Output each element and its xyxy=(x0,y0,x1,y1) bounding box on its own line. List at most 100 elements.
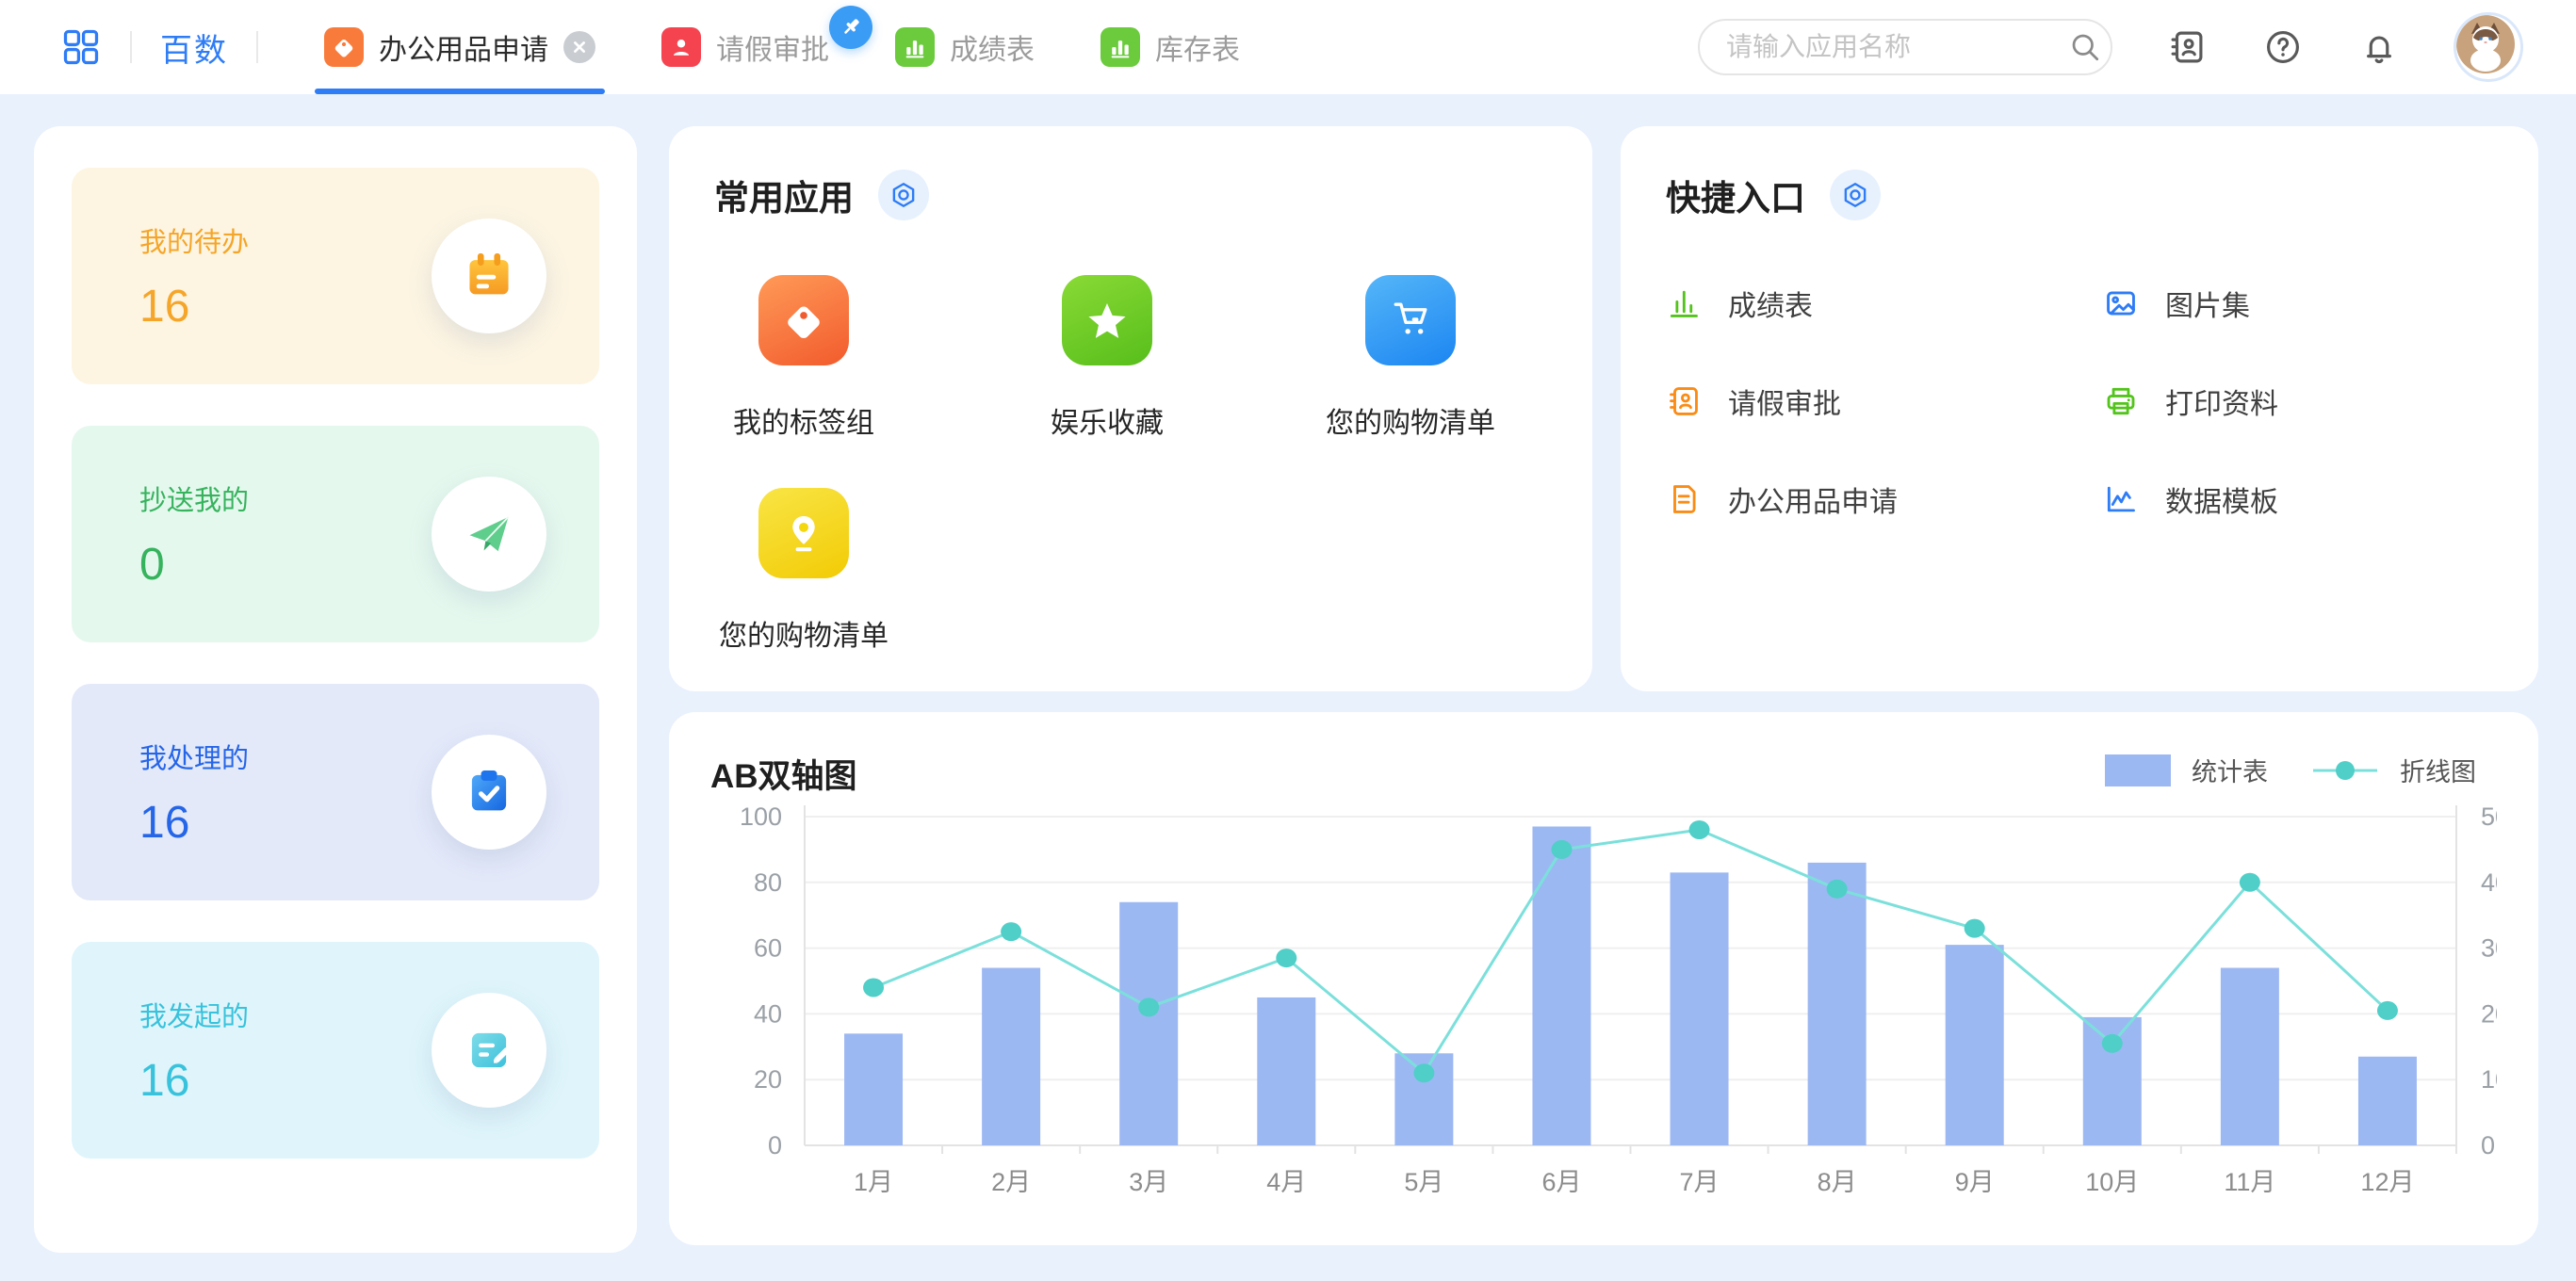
paper-plane-icon xyxy=(432,477,546,592)
document-icon xyxy=(1666,481,1702,517)
quick-entry-item-4[interactable]: 办公用品申请 xyxy=(1666,478,2103,520)
legend-item-line[interactable]: 折线图 xyxy=(2311,752,2476,788)
chart-tab-icon xyxy=(895,27,935,67)
svg-text:3月: 3月 xyxy=(1129,1168,1168,1196)
help-icon[interactable] xyxy=(2263,27,2303,67)
svg-text:7月: 7月 xyxy=(1680,1168,1720,1196)
chart-tab-icon xyxy=(1101,27,1140,67)
tag-icon xyxy=(758,275,849,365)
line-legend-symbol xyxy=(2311,754,2379,786)
search-input[interactable] xyxy=(1724,31,2068,63)
chart-legend: 统计表 折线图 xyxy=(2105,752,2476,788)
stat-text: 抄送我的 0 xyxy=(139,478,249,591)
stat-card-3[interactable]: 我发起的 16 xyxy=(72,942,599,1159)
svg-text:0: 0 xyxy=(768,1131,782,1159)
quick-entry-label: 图片集 xyxy=(2165,291,2250,322)
svg-text:50: 50 xyxy=(2481,803,2497,831)
svg-text:40: 40 xyxy=(2481,868,2497,897)
svg-text:20: 20 xyxy=(2481,999,2497,1028)
user-avatar[interactable] xyxy=(2454,12,2523,82)
gear-icon[interactable] xyxy=(878,170,929,220)
legend-item-bar[interactable]: 统计表 xyxy=(2105,752,2268,788)
quick-entry-item-0[interactable]: 成绩表 xyxy=(1666,283,2103,324)
app-logo-text: 百数 xyxy=(160,32,228,69)
stat-label: 我的待办 xyxy=(139,227,250,258)
tag-tab-icon xyxy=(324,27,364,67)
note-edit-icon xyxy=(432,993,546,1108)
tab-label: 办公用品申请 xyxy=(379,35,548,66)
app-item-0[interactable]: 我的标签组 xyxy=(714,275,893,441)
chart-header: AB双轴图 统计表 折线图 xyxy=(710,750,2497,798)
stat-value: 16 xyxy=(139,1055,190,1106)
quick-entry-label: 成绩表 xyxy=(1728,291,1813,322)
image-icon xyxy=(2103,285,2139,321)
pin-badge-icon xyxy=(829,6,872,49)
stat-value: 0 xyxy=(139,539,165,590)
common-apps-header: 常用应用 xyxy=(714,170,1547,220)
legend-label: 折线图 xyxy=(2400,758,2476,786)
quick-entry-item-1[interactable]: 图片集 xyxy=(2103,283,2493,324)
svg-text:2月: 2月 xyxy=(991,1168,1031,1196)
notifications-icon[interactable] xyxy=(2359,27,2399,67)
app-label: 娱乐收藏 xyxy=(1051,408,1164,439)
divider xyxy=(256,31,258,63)
svg-text:0: 0 xyxy=(2481,1131,2495,1159)
svg-text:60: 60 xyxy=(754,934,782,963)
stat-card-0[interactable]: 我的待办 16 xyxy=(72,168,599,384)
pin-icon xyxy=(758,488,849,578)
quick-entry-label: 办公用品申请 xyxy=(1728,487,1898,518)
apps-grid: 我的标签组 娱乐收藏 您的购物清单 您的购物清单 xyxy=(714,275,1547,654)
quick-entry-item-2[interactable]: 请假审批 xyxy=(1666,381,2103,422)
person-tab-icon xyxy=(661,27,701,67)
stat-label: 我处理的 xyxy=(139,743,250,774)
svg-text:100: 100 xyxy=(740,803,782,831)
workflow-stats-panel: 我的待办 16 抄送我的 0 我处理的 16 我发起的 16 xyxy=(34,126,637,1253)
quick-entry-card: 快捷入口 成绩表 图片集 请假审批 打印资料 办公用品申请 数据模板 xyxy=(1621,126,2538,691)
close-icon[interactable] xyxy=(563,31,595,63)
quick-entry-item-3[interactable]: 打印资料 xyxy=(2103,381,2493,422)
star-icon xyxy=(1062,275,1152,365)
svg-text:6月: 6月 xyxy=(1541,1168,1581,1196)
app-label: 您的购物清单 xyxy=(1326,408,1495,439)
quick-entry-label: 打印资料 xyxy=(2165,389,2278,420)
tab-3[interactable]: 库存表 xyxy=(1095,0,1246,94)
svg-text:10月: 10月 xyxy=(2085,1168,2139,1196)
printer-icon xyxy=(2103,383,2139,419)
quick-entry-grid: 成绩表 图片集 请假审批 打印资料 办公用品申请 数据模板 xyxy=(1666,283,2493,520)
bar-chart-icon xyxy=(1666,285,1702,321)
clipboard-check-icon xyxy=(432,735,546,850)
stat-text: 我发起的 16 xyxy=(139,995,249,1107)
svg-text:12月: 12月 xyxy=(2360,1168,2414,1196)
app-item-3[interactable]: 您的购物清单 xyxy=(714,488,893,654)
stat-text: 我的待办 16 xyxy=(139,220,249,332)
header-actions xyxy=(2167,27,2399,67)
svg-text:5月: 5月 xyxy=(1404,1168,1443,1196)
gear-icon[interactable] xyxy=(1830,170,1881,220)
app-label: 我的标签组 xyxy=(733,408,874,439)
app-label: 您的购物清单 xyxy=(719,621,889,652)
tab-label: 库存表 xyxy=(1155,35,1240,66)
tab-label: 成绩表 xyxy=(950,35,1035,66)
stat-card-1[interactable]: 抄送我的 0 xyxy=(72,426,599,642)
tab-1[interactable]: 请假审批 xyxy=(656,0,872,94)
app-item-1[interactable]: 娱乐收藏 xyxy=(1018,275,1197,441)
cart-icon xyxy=(1365,275,1456,365)
stat-value: 16 xyxy=(139,797,190,848)
app-item-2[interactable]: 您的购物清单 xyxy=(1321,275,1500,441)
legend-label: 统计表 xyxy=(2192,758,2268,786)
stat-label: 抄送我的 xyxy=(139,485,250,516)
tab-0[interactable]: 办公用品申请 xyxy=(315,0,605,94)
grid-logo-icon[interactable] xyxy=(60,26,102,68)
top-header: 百数 办公用品申请 请假审批 成绩表 库存表 xyxy=(0,0,2576,94)
svg-text:4月: 4月 xyxy=(1266,1168,1306,1196)
common-apps-card: 常用应用 我的标签组 娱乐收藏 您的购物清单 您的购物清单 xyxy=(669,126,1592,691)
search-icon[interactable] xyxy=(2068,30,2102,64)
quick-entry-label: 数据模板 xyxy=(2165,487,2278,518)
contacts-icon[interactable] xyxy=(2167,27,2207,67)
tab-2[interactable]: 成绩表 xyxy=(889,0,1040,94)
quick-entry-item-5[interactable]: 数据模板 xyxy=(2103,478,2493,520)
svg-text:10: 10 xyxy=(2481,1065,2497,1094)
bar-legend-swatch xyxy=(2105,754,2171,786)
stat-card-2[interactable]: 我处理的 16 xyxy=(72,684,599,900)
calendar-check-icon xyxy=(432,219,546,333)
